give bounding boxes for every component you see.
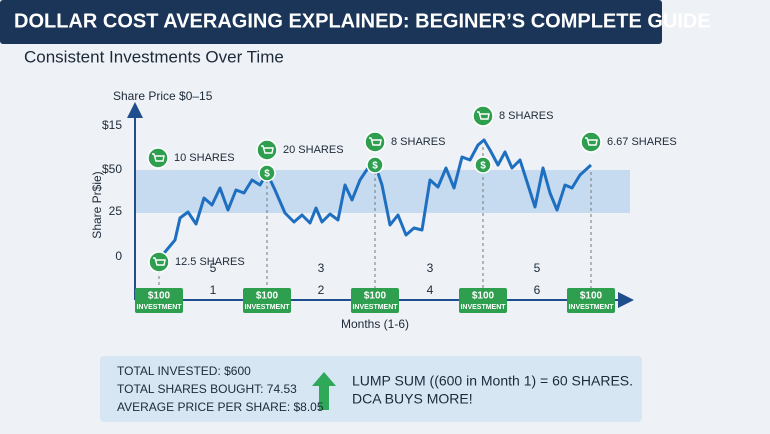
x-axis-label: Months (1-6) xyxy=(341,317,409,331)
subtitle: Consistent Investments Over Time xyxy=(24,47,284,66)
y-label: $15 xyxy=(102,118,122,132)
axis-title: Share Price $0–15 xyxy=(113,89,213,103)
shares-label: 8 SHARES xyxy=(391,136,445,148)
shares-label: 20 SHARES xyxy=(283,144,344,156)
cart-badge xyxy=(148,251,170,273)
y-label: 25 xyxy=(109,204,123,218)
dollar-icon: $ xyxy=(264,169,270,180)
cart-icon xyxy=(477,111,490,120)
cart-icon xyxy=(585,137,598,146)
month-label-top: 3 xyxy=(427,261,434,275)
header-bar xyxy=(0,0,662,44)
investment-box xyxy=(351,288,399,313)
buy-dot xyxy=(366,156,384,174)
shares-label: 6.67 SHARES xyxy=(607,136,677,148)
month-label-top: 5 xyxy=(534,261,541,275)
investment-amount: $100 xyxy=(472,291,495,302)
month-label-top: 3 xyxy=(318,261,325,275)
y-axis-label: Share Pr$ie) xyxy=(90,171,104,238)
investment-label: INVESTMENT xyxy=(460,304,506,311)
month-label: 2 xyxy=(318,283,325,297)
dollar-icon: $ xyxy=(480,161,486,172)
summary-box xyxy=(100,356,642,422)
shares-label: 12.5 SHARES xyxy=(175,256,245,268)
summary-line: TOTAL SHARES BOUGHT: 74.53 xyxy=(117,382,297,396)
investment-amount: $100 xyxy=(256,291,279,302)
investment-box xyxy=(567,288,615,313)
cart-badge xyxy=(256,139,278,161)
buy-dot xyxy=(474,156,492,174)
title: DOLLAR COST AVERAGING EXPLAINED: BEGINER… xyxy=(14,10,711,32)
cart-badge xyxy=(580,131,602,153)
shares-label: 8 SHARES xyxy=(499,110,553,122)
month-label: 1 xyxy=(210,283,217,297)
up-arrow xyxy=(312,372,336,410)
conclusion-line: LUMP SUM ((600 in Month 1) = 60 SHARES. xyxy=(352,373,633,389)
cart-badge xyxy=(364,131,386,153)
investment-amount: $100 xyxy=(148,291,171,302)
investment-box xyxy=(135,288,183,313)
price-line xyxy=(158,138,593,259)
investment-label: INVESTMENT xyxy=(136,304,182,311)
month-label: 4 xyxy=(427,283,434,297)
investment-label: INVESTMENT xyxy=(568,304,614,311)
month-label-top: 5 xyxy=(210,261,217,275)
month-label: 6 xyxy=(534,283,541,297)
cart-badge xyxy=(147,147,169,169)
cart-icon xyxy=(153,257,166,266)
investment-box xyxy=(459,288,507,313)
investment-label: INVESTMENT xyxy=(244,304,290,311)
shares-label: 10 SHARES xyxy=(174,152,235,164)
investment-amount: $100 xyxy=(580,291,603,302)
summary-line: AVERAGE PRICE PER SHARE: $8.05 xyxy=(117,400,324,414)
cart-icon xyxy=(369,137,382,146)
investment-box xyxy=(243,288,291,313)
conclusion-line: DCA BUYS MORE! xyxy=(352,391,473,407)
dollar-icon: $ xyxy=(372,161,378,172)
buy-dot xyxy=(258,164,276,182)
investment-amount: $100 xyxy=(364,291,387,302)
y-label: 0 xyxy=(115,249,122,263)
cart-icon xyxy=(152,153,165,162)
cart-badge xyxy=(472,105,494,127)
y-label: $50 xyxy=(102,162,122,176)
summary-line: TOTAL INVESTED: $600 xyxy=(117,364,251,378)
cart-icon xyxy=(261,145,274,154)
investment-label: INVESTMENT xyxy=(352,304,398,311)
